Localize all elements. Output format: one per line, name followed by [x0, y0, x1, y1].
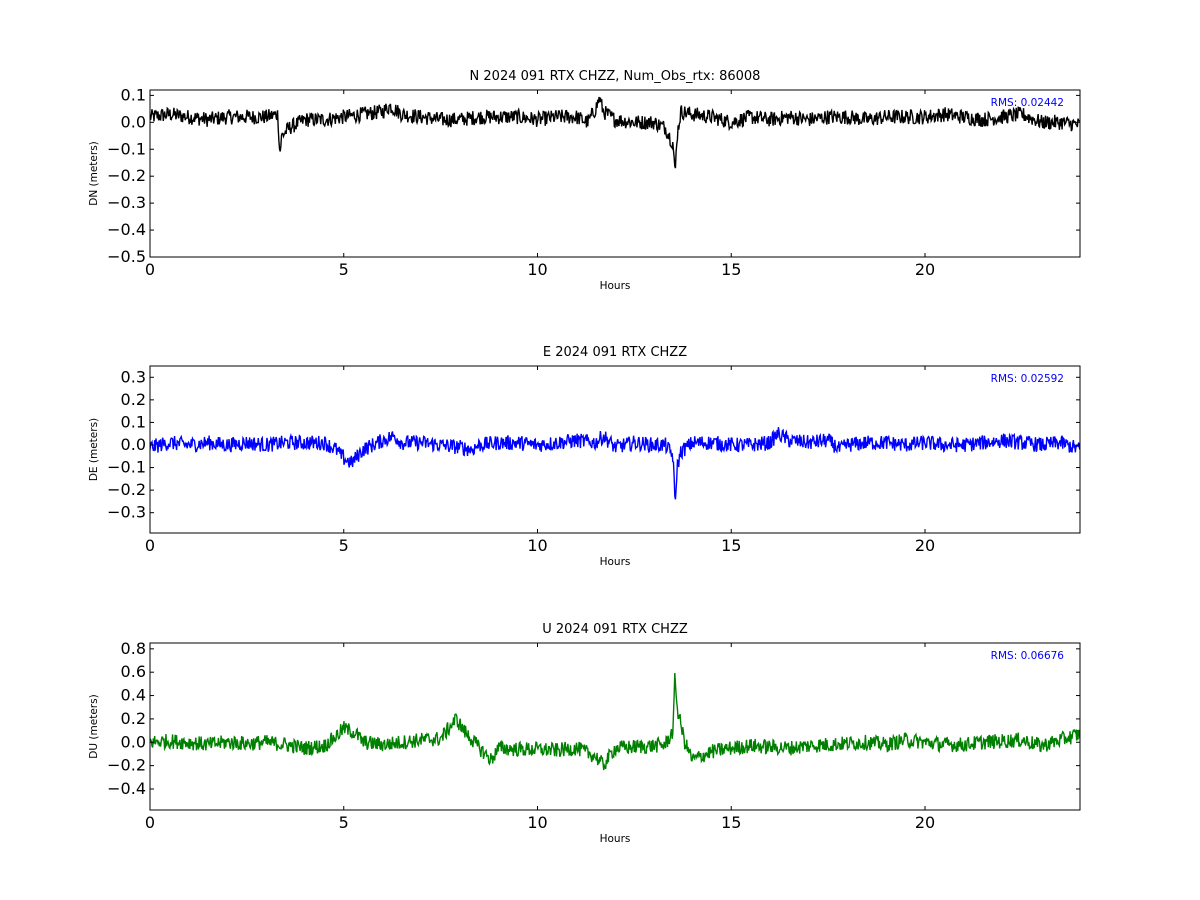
x-tick-label-up: 10 [527, 813, 547, 832]
y-tick-label-east: 0.3 [121, 367, 146, 386]
x-tick-label-up: 15 [721, 813, 741, 832]
series-line-up [150, 673, 1080, 771]
x-tick-label-east: 15 [721, 536, 741, 555]
y-tick-label-east: −0.2 [107, 480, 146, 499]
subplot-east: 0 5 10 15 20 0.3 0.2 0.1 0.0 −0.1 −0.2 −0.3 E 2024 0… [88, 345, 1081, 568]
x-tick-label-up: 0 [145, 813, 155, 832]
y-tick-label-east: 0.0 [121, 435, 146, 454]
subplot-title-east: E 2024 091 RTX CHZZ [543, 345, 687, 360]
x-tick-label-east: 5 [339, 536, 349, 555]
x-tick-label-north: 10 [527, 260, 547, 279]
rms-annotation-east: RMS: 0.02592 [991, 373, 1064, 385]
x-axis-label-north: Hours [600, 280, 631, 292]
y-axis-label-north: DN (meters) [88, 141, 100, 206]
y-tick-label-east: −0.1 [107, 458, 146, 477]
y-tick-label-north: −0.2 [107, 166, 146, 185]
series-line-east [150, 427, 1080, 500]
y-tick-label-north: −0.1 [107, 139, 146, 158]
rms-annotation-north: RMS: 0.02442 [991, 97, 1064, 109]
subplot-title-north: N 2024 091 RTX CHZZ, Num_Obs_rtx: 86008 [470, 69, 761, 84]
axes-frame-east [149, 365, 1081, 534]
x-tick-label-east: 0 [145, 536, 155, 555]
x-tick-label-east: 10 [527, 536, 547, 555]
x-tick-label-north: 20 [915, 260, 935, 279]
y-tick-label-up: 0.0 [121, 732, 146, 751]
y-tick-label-up: −0.4 [107, 779, 146, 798]
y-tick-label-north: 0.0 [121, 112, 146, 131]
y-tick-label-north: 0.1 [121, 85, 146, 104]
y-tick-label-up: −0.2 [107, 756, 146, 775]
x-axis-label-east: Hours [600, 556, 631, 568]
y-tick-label-east: 0.2 [121, 390, 146, 409]
y-tick-label-north: −0.3 [107, 193, 146, 212]
y-axis-label-east: DE (meters) [88, 418, 100, 481]
y-tick-label-north: −0.4 [107, 220, 146, 239]
y-tick-label-east: 0.1 [121, 412, 146, 431]
x-tick-label-north: 15 [721, 260, 741, 279]
x-axis-label-up: Hours [600, 833, 631, 845]
y-tick-label-up: 0.2 [121, 709, 146, 728]
x-tick-label-north: 0 [145, 260, 155, 279]
x-tick-label-east: 20 [915, 536, 935, 555]
y-axis-label-up: DU (meters) [88, 694, 100, 758]
x-tick-label-north: 5 [339, 260, 349, 279]
subplot-up: 0 5 10 15 20 0.8 0.6 0.4 0.2 0.0 −0.2 −0.4 U 2024 09… [88, 622, 1081, 845]
y-tick-label-up: 0.8 [121, 639, 146, 658]
subplot-title-up: U 2024 091 RTX CHZZ [542, 622, 688, 637]
x-tick-label-up: 20 [915, 813, 935, 832]
axes-frame-up [149, 642, 1081, 811]
y-tick-label-east: −0.3 [107, 503, 146, 522]
y-tick-label-up: 0.6 [121, 662, 146, 681]
series-line-north [150, 96, 1080, 169]
y-tick-label-up: 0.4 [121, 686, 146, 705]
y-tick-label-north: −0.5 [107, 247, 146, 266]
rms-annotation-up: RMS: 0.06676 [991, 650, 1065, 662]
axes-frame-north [149, 89, 1081, 258]
x-tick-label-up: 5 [339, 813, 349, 832]
subplot-north: 0 5 10 15 20 0.1 0.0 −0.1 −0.2 −0.3 −0.4 −0.5 N 2024… [88, 69, 1081, 292]
